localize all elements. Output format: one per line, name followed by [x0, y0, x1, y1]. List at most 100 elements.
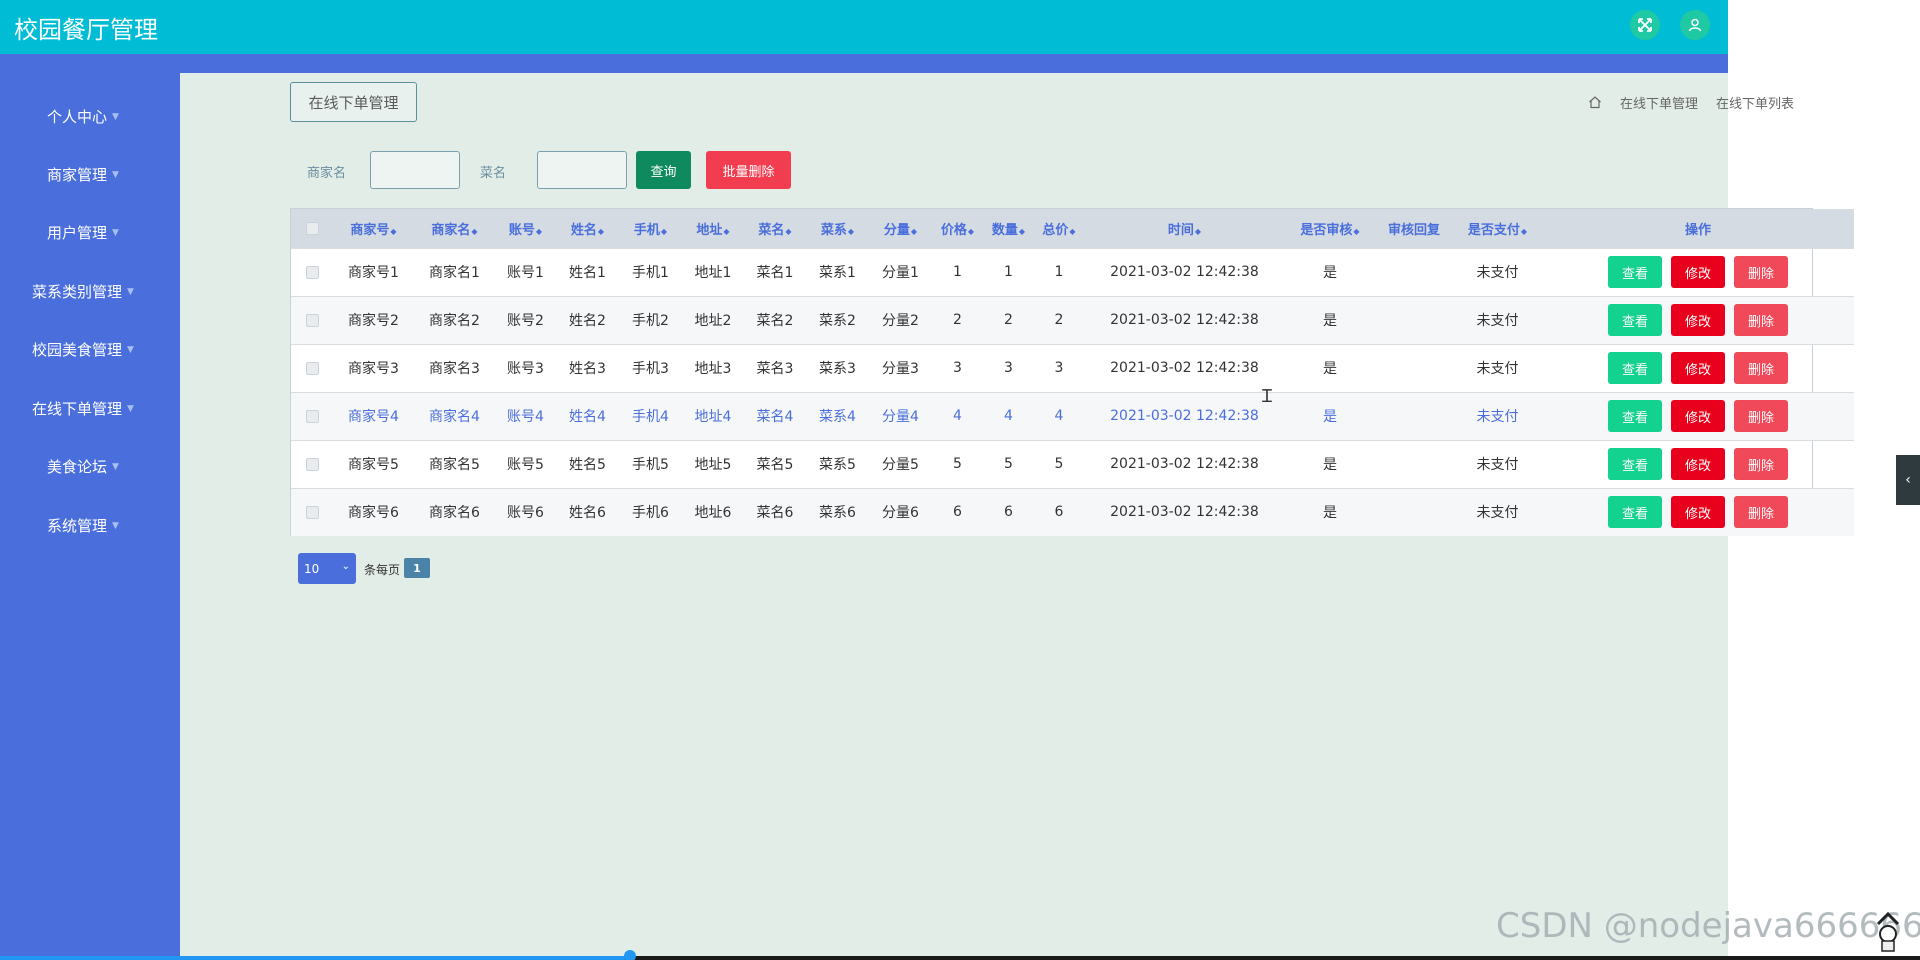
- table-cell: 账号4: [507, 409, 544, 425]
- table-cell: 地址2: [694, 313, 732, 329]
- select-all-checkbox[interactable]: [305, 221, 319, 235]
- column-header: 操作: [1684, 222, 1711, 238]
- dish-name-input[interactable]: [537, 151, 627, 189]
- sidebar-item-cuisine[interactable]: 菜系类别管理 ▼: [0, 276, 166, 306]
- delete-button[interactable]: 删除: [1734, 256, 1788, 288]
- view-button[interactable]: 查看: [1608, 448, 1662, 480]
- sidebar-item-users[interactable]: 用户管理 ▼: [0, 217, 166, 247]
- table-cell: 菜系4: [819, 409, 856, 425]
- user-icon[interactable]: [1680, 10, 1710, 40]
- caret-down-icon: ▼: [112, 228, 119, 238]
- table-cell: 账号3: [507, 361, 544, 377]
- table-row: 商家号2 商家名2 账号2 姓名2 手机2 地址2 菜名2 菜系2 分量2 2 2 2 2021-03-…: [291, 296, 1854, 344]
- column-header[interactable]: 姓名◆: [570, 222, 605, 238]
- column-header[interactable]: 数量◆: [991, 222, 1026, 238]
- sidebar-item-merchant[interactable]: 商家管理 ▼: [0, 159, 166, 189]
- table-cell: 菜系5: [819, 457, 856, 473]
- table-cell: 商家号5: [348, 457, 399, 473]
- table-cell: 手机1: [632, 265, 669, 281]
- row-actions-cell: 查看 修改 删除: [1542, 344, 1854, 392]
- sort-icon: ◆: [1069, 226, 1076, 236]
- row-checkbox[interactable]: [305, 313, 319, 327]
- table-cell: 分量3: [882, 361, 919, 377]
- row-select-cell[interactable]: [291, 344, 333, 392]
- chevron-left-icon[interactable]: ‹: [1896, 455, 1920, 505]
- column-header[interactable]: 价格◆: [940, 222, 975, 238]
- row-checkbox[interactable]: [305, 265, 319, 279]
- delete-button[interactable]: 删除: [1734, 304, 1788, 336]
- batch-delete-button[interactable]: 批量删除: [706, 151, 791, 189]
- column-header[interactable]: 地址◆: [696, 222, 730, 238]
- table-cell: 2021-03-02 12:42:38: [1110, 264, 1259, 280]
- edit-button[interactable]: 修改: [1671, 256, 1725, 288]
- view-button[interactable]: 查看: [1608, 304, 1662, 336]
- edit-button[interactable]: 修改: [1671, 352, 1725, 384]
- edit-button[interactable]: 修改: [1671, 448, 1725, 480]
- table-cell: 2: [1054, 312, 1064, 328]
- column-header[interactable]: 总价◆: [1042, 222, 1076, 238]
- row-checkbox[interactable]: [305, 505, 319, 519]
- column-header[interactable]: 商家号◆: [350, 222, 397, 238]
- row-select-cell[interactable]: [291, 488, 333, 536]
- column-header[interactable]: 菜系◆: [820, 222, 855, 238]
- sidebar-item-label: 用户管理: [47, 223, 108, 242]
- sidebar-item-profile[interactable]: 个人中心 ▼: [0, 101, 166, 131]
- column-header[interactable]: 菜名◆: [758, 222, 792, 238]
- table-cell: 商家名4: [429, 409, 480, 425]
- delete-button[interactable]: 删除: [1734, 352, 1788, 384]
- column-header[interactable]: 账号◆: [508, 222, 543, 238]
- sidebar-item-system[interactable]: 系统管理 ▼: [0, 510, 166, 540]
- table-cell: 6: [953, 504, 962, 521]
- column-header[interactable]: 商家名◆: [431, 222, 478, 238]
- edit-button[interactable]: 修改: [1671, 304, 1725, 336]
- bottom-progress-handle[interactable]: [624, 950, 636, 960]
- breadcrumb-item[interactable]: 在线下单管理: [1620, 96, 1699, 112]
- row-select-cell[interactable]: [291, 392, 333, 440]
- table-cell: 商家号1: [348, 265, 399, 281]
- sidebar-item-orders[interactable]: 在线下单管理 ▼: [0, 393, 166, 423]
- sort-icon: ◆: [390, 226, 397, 236]
- edit-button[interactable]: 修改: [1671, 496, 1725, 529]
- sidebar-item-label: 菜系类别管理: [32, 282, 123, 301]
- row-actions-cell: 查看 修改 删除: [1542, 440, 1854, 488]
- column-header[interactable]: 是否审核◆: [1300, 222, 1360, 238]
- merchant-name-input[interactable]: [370, 151, 460, 189]
- view-button[interactable]: 查看: [1608, 256, 1662, 288]
- sidebar-item-forum[interactable]: 美食论坛 ▼: [0, 451, 166, 481]
- sidebar-item-label: 个人中心: [47, 107, 108, 126]
- select-all-cell[interactable]: [291, 209, 333, 248]
- table-cell: 4: [953, 408, 962, 424]
- table-cell: 是: [1323, 409, 1337, 425]
- edit-button[interactable]: 修改: [1671, 400, 1725, 432]
- page-tag[interactable]: 在线下单管理: [290, 82, 417, 122]
- column-header[interactable]: 是否支付◆: [1467, 222, 1528, 238]
- column-header[interactable]: 时间◆: [1167, 222, 1202, 238]
- fullscreen-icon[interactable]: [1630, 10, 1660, 40]
- row-select-cell[interactable]: [291, 248, 333, 296]
- column-header[interactable]: 手机◆: [633, 222, 668, 238]
- table-cell: 分量2: [882, 313, 919, 329]
- table-cell: 手机4: [632, 409, 669, 425]
- page-number-button[interactable]: 1: [404, 558, 430, 578]
- row-select-cell[interactable]: [291, 440, 333, 488]
- sort-icon: ◆: [785, 226, 792, 236]
- query-button[interactable]: 查询: [636, 151, 691, 189]
- view-button[interactable]: 查看: [1608, 352, 1662, 384]
- sidebar-item-food[interactable]: 校园美食管理 ▼: [0, 334, 166, 364]
- row-select-cell[interactable]: [291, 296, 333, 344]
- delete-button[interactable]: 删除: [1734, 400, 1788, 432]
- row-checkbox[interactable]: [305, 361, 319, 375]
- view-button[interactable]: 查看: [1608, 400, 1662, 432]
- home-icon[interactable]: [1588, 95, 1602, 109]
- column-header[interactable]: 分量◆: [883, 222, 918, 238]
- table-cell: 商家名2: [429, 313, 480, 329]
- page-size-select[interactable]: 10 ⌄: [298, 553, 356, 584]
- delete-button[interactable]: 删除: [1734, 496, 1788, 529]
- row-checkbox[interactable]: [305, 409, 319, 423]
- view-button[interactable]: 查看: [1608, 496, 1662, 529]
- delete-button[interactable]: 删除: [1734, 448, 1788, 480]
- row-actions-cell: 查看 修改 删除: [1542, 488, 1854, 536]
- sidebar-item-label: 美食论坛: [47, 457, 108, 476]
- row-checkbox[interactable]: [305, 457, 319, 471]
- table-cell: 地址1: [694, 265, 732, 281]
